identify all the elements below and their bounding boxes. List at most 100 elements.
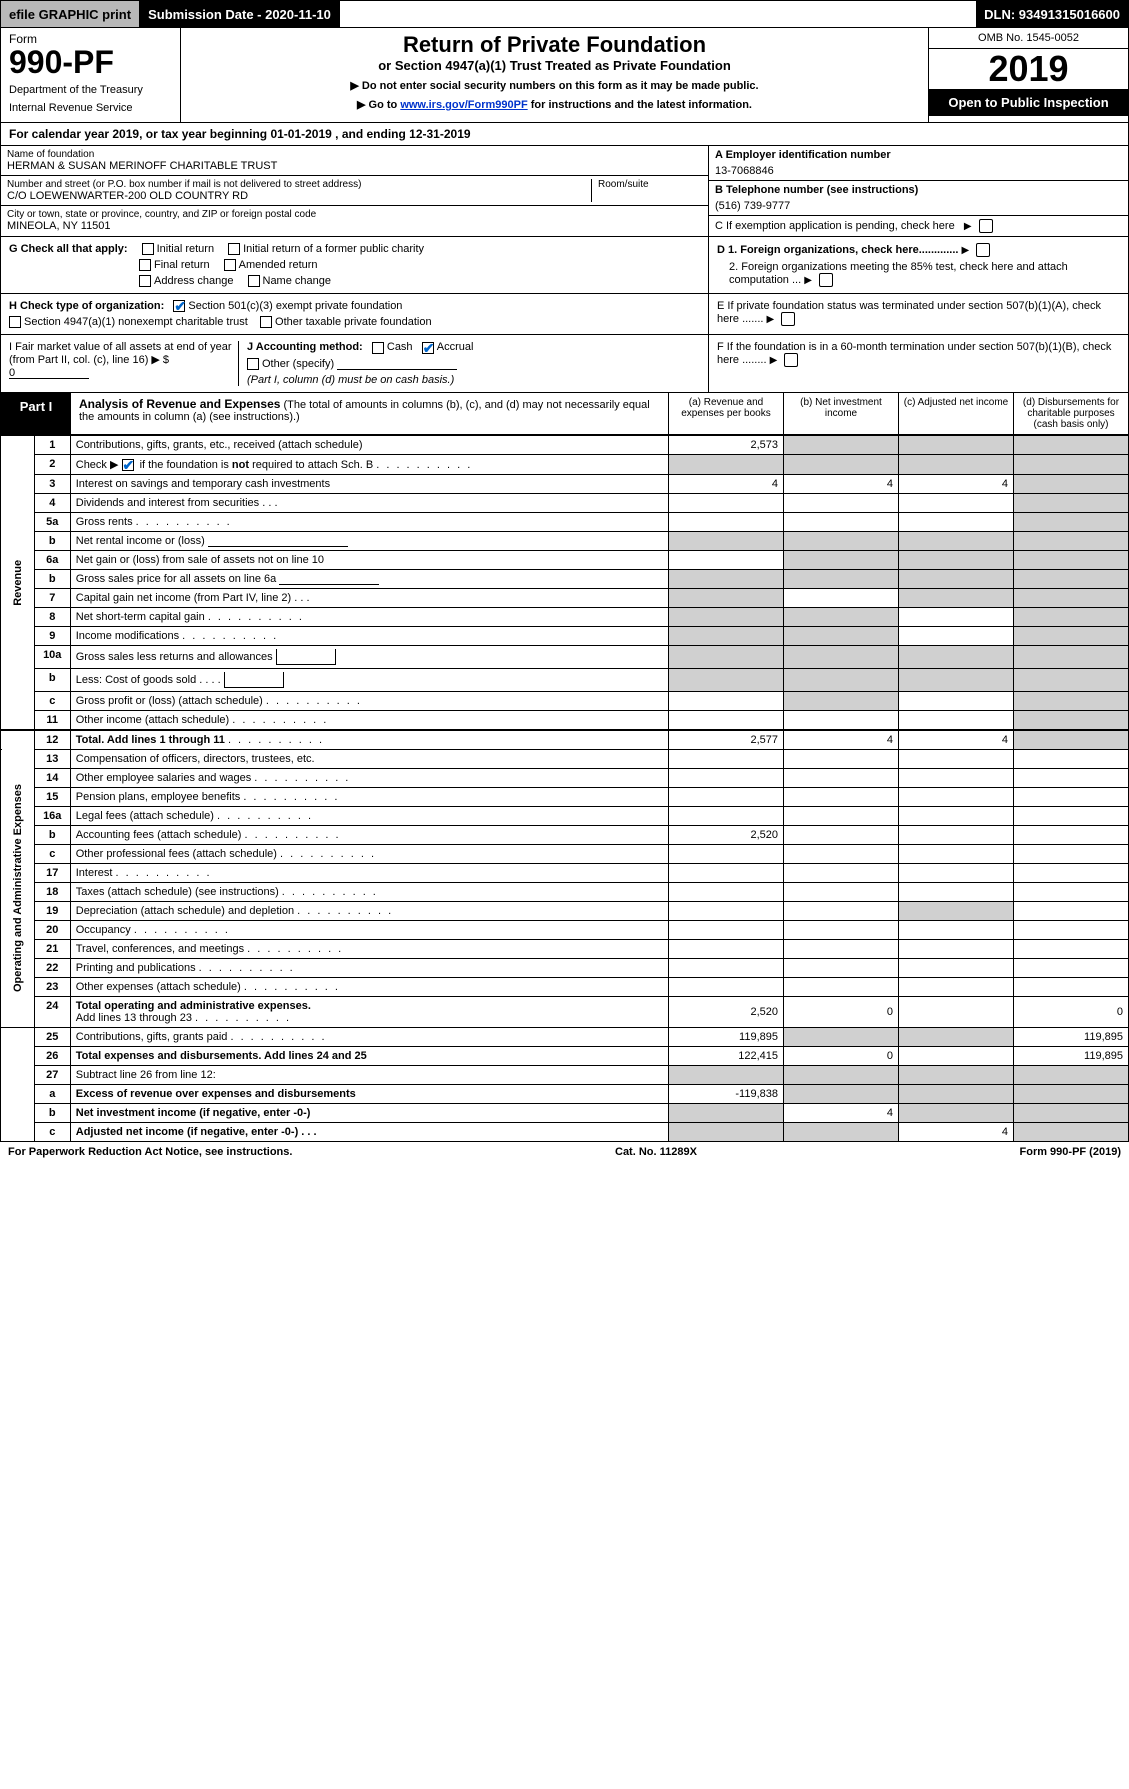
- table-row: 22Printing and publications: [1, 958, 1129, 977]
- cell-b: 4: [784, 474, 899, 493]
- f-check[interactable]: [784, 353, 798, 367]
- c-checkbox[interactable]: [979, 219, 993, 233]
- row-num: 1: [34, 435, 70, 454]
- table-row: Revenue 1 Contributions, gifts, grants, …: [1, 435, 1129, 454]
- table-row: Operating and Administrative Expenses 13…: [1, 749, 1129, 768]
- table-row: 12 Total. Add lines 1 through 11 2,577 4…: [1, 730, 1129, 750]
- table-row: cOther professional fees (attach schedul…: [1, 844, 1129, 863]
- initial-former-check[interactable]: [228, 243, 240, 255]
- instruction-1: ▶ Do not enter social security numbers o…: [189, 79, 920, 92]
- form-subtitle: or Section 4947(a)(1) Trust Treated as P…: [189, 58, 920, 73]
- table-row: 5aGross rents: [1, 512, 1129, 531]
- irs-link[interactable]: www.irs.gov/Form990PF: [400, 99, 527, 111]
- section-i-j-f: I Fair market value of all assets at end…: [0, 335, 1129, 392]
- j-label: J Accounting method:: [247, 341, 363, 353]
- j-note: (Part I, column (d) must be on cash basi…: [247, 374, 454, 386]
- section-h-e: H Check type of organization: Section 50…: [0, 294, 1129, 335]
- table-row: 18Taxes (attach schedule) (see instructi…: [1, 882, 1129, 901]
- form-number: 990-PF: [9, 46, 172, 78]
- row-desc: Interest on savings and temporary cash i…: [70, 474, 668, 493]
- d2-check[interactable]: [819, 273, 833, 287]
- form-title: Return of Private Foundation: [189, 32, 920, 58]
- cell-a: 4: [669, 474, 784, 493]
- paperwork-notice: For Paperwork Reduction Act Notice, see …: [8, 1146, 292, 1158]
- initial-return-check[interactable]: [142, 243, 154, 255]
- dept-irs: Internal Revenue Service: [9, 102, 172, 114]
- efile-print-button[interactable]: efile GRAPHIC print: [1, 1, 140, 27]
- section-g-d: G Check all that apply: Initial return I…: [0, 237, 1129, 294]
- row-num: 3: [34, 474, 70, 493]
- table-row: bAccounting fees (attach schedule) 2,520: [1, 825, 1129, 844]
- col-a-hdr: (a) Revenue and expenses per books: [668, 393, 783, 434]
- j-accrual-label: Accrual: [437, 341, 474, 353]
- final-return-check[interactable]: [139, 259, 151, 271]
- initial-return-label: Initial return: [157, 243, 214, 255]
- row-num: 2: [34, 454, 70, 474]
- j-cash-check[interactable]: [372, 342, 384, 354]
- final-return-label: Final return: [154, 259, 210, 271]
- addr-change-check[interactable]: [139, 275, 151, 287]
- footer: For Paperwork Reduction Act Notice, see …: [0, 1142, 1129, 1162]
- cell-c: [899, 435, 1014, 454]
- table-row: 14Other employee salaries and wages: [1, 768, 1129, 787]
- j-accrual-check[interactable]: [422, 342, 434, 354]
- amended-check[interactable]: [224, 259, 236, 271]
- addr-label: Number and street (or P.O. box number if…: [7, 179, 591, 190]
- calendar-year-row: For calendar year 2019, or tax year begi…: [0, 123, 1129, 146]
- table-row: bNet investment income (if negative, ent…: [1, 1103, 1129, 1122]
- table-row: 26 Total expenses and disbursements. Add…: [1, 1046, 1129, 1065]
- open-public-badge: Open to Public Inspection: [929, 89, 1128, 116]
- table-row: 4Dividends and interest from securities …: [1, 493, 1129, 512]
- addr-change-label: Address change: [154, 275, 234, 287]
- cat-number: Cat. No. 11289X: [615, 1146, 697, 1158]
- table-row: 15Pension plans, employee benefits: [1, 787, 1129, 806]
- cell-b: [784, 435, 899, 454]
- d1-check[interactable]: [976, 243, 990, 257]
- tax-year: 2019: [929, 49, 1128, 89]
- form-header: Form 990-PF Department of the Treasury I…: [0, 28, 1129, 123]
- j-other-check[interactable]: [247, 358, 259, 370]
- d1-label: D 1. Foreign organizations, check here..…: [717, 244, 958, 256]
- omb-number: OMB No. 1545-0052: [929, 28, 1128, 49]
- table-row: 24 Total operating and administrative ex…: [1, 996, 1129, 1027]
- part1-label: Part I: [1, 393, 71, 434]
- address: C/O LOEWENWARTER-200 OLD COUNTRY RD: [7, 190, 591, 202]
- ein-label: A Employer identification number: [715, 149, 891, 161]
- dln-number: DLN: 93491315016600: [976, 1, 1128, 27]
- h3-check[interactable]: [260, 316, 272, 328]
- table-row: cAdjusted net income (if negative, enter…: [1, 1122, 1129, 1141]
- table-row: 23Other expenses (attach schedule): [1, 977, 1129, 996]
- h1-label: Section 501(c)(3) exempt private foundat…: [188, 300, 402, 312]
- schb-check[interactable]: [122, 459, 134, 471]
- table-row: 16aLegal fees (attach schedule): [1, 806, 1129, 825]
- d2-label: 2. Foreign organizations meeting the 85%…: [729, 261, 1068, 286]
- table-row: 7Capital gain net income (from Part IV, …: [1, 588, 1129, 607]
- table-row: 19Depreciation (attach schedule) and dep…: [1, 901, 1129, 920]
- table-row: 27Subtract line 26 from line 12:: [1, 1065, 1129, 1084]
- h-label: H Check type of organization:: [9, 300, 164, 312]
- phone-label: B Telephone number (see instructions): [715, 184, 918, 196]
- col-c-hdr: (c) Adjusted net income: [898, 393, 1013, 434]
- h2-check[interactable]: [9, 316, 21, 328]
- table-row: 3 Interest on savings and temporary cash…: [1, 474, 1129, 493]
- phone-value: (516) 739-9777: [715, 196, 1122, 212]
- row-desc: Check ▶ if the foundation is not require…: [70, 454, 668, 474]
- h2-label: Section 4947(a)(1) nonexempt charitable …: [24, 316, 248, 328]
- cell-a: 2,573: [669, 435, 784, 454]
- name-label: Name of foundation: [7, 149, 702, 160]
- submission-date: Submission Date - 2020-11-10: [140, 1, 340, 27]
- e-check[interactable]: [781, 312, 795, 326]
- table-row: 6aNet gain or (loss) from sale of assets…: [1, 550, 1129, 569]
- name-change-check[interactable]: [248, 275, 260, 287]
- expenses-label: Operating and Administrative Expenses: [1, 749, 35, 1027]
- h3-label: Other taxable private foundation: [275, 316, 432, 328]
- table-row: bGross sales price for all assets on lin…: [1, 569, 1129, 588]
- table-row: 9Income modifications: [1, 626, 1129, 645]
- table-row: aExcess of revenue over expenses and dis…: [1, 1084, 1129, 1103]
- table-row: 20Occupancy: [1, 920, 1129, 939]
- revenue-label: Revenue: [1, 435, 35, 730]
- form-ref: Form 990-PF (2019): [1020, 1146, 1121, 1158]
- h1-check[interactable]: [173, 300, 185, 312]
- table-row: 11Other income (attach schedule): [1, 710, 1129, 730]
- amended-label: Amended return: [239, 259, 318, 271]
